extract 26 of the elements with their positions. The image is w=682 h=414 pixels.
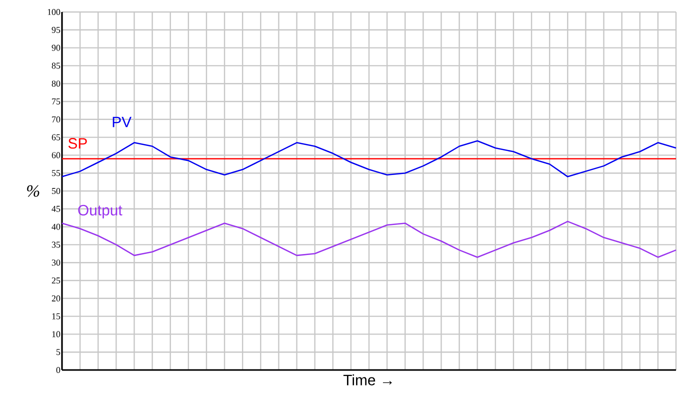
y-tick-label: 5 bbox=[56, 349, 60, 356]
ref-line-label: SP bbox=[68, 138, 87, 149]
y-tick-label: 65 bbox=[52, 134, 60, 140]
y-axis-title: % bbox=[27, 185, 40, 197]
y-tick-label: 80 bbox=[52, 80, 60, 87]
y-tick-label: 0 bbox=[56, 366, 60, 374]
y-tick-label: 45 bbox=[52, 206, 60, 212]
y-tick-label: 85 bbox=[52, 62, 60, 69]
y-tick-label: 95 bbox=[52, 26, 60, 33]
y-tick-label: 75 bbox=[52, 98, 60, 104]
series-label: PV bbox=[112, 116, 132, 128]
y-tick-label: 10 bbox=[52, 331, 60, 338]
y-tick-label: 25 bbox=[52, 277, 60, 284]
y-tick-label: 15 bbox=[52, 313, 60, 320]
y-tick-label: 20 bbox=[52, 295, 60, 302]
y-tick-label: 100 bbox=[48, 8, 60, 16]
y-tick-label: 55 bbox=[52, 170, 60, 176]
series-label: Output bbox=[78, 204, 122, 218]
y-tick-label: 35 bbox=[52, 242, 60, 248]
y-tick-label: 60 bbox=[52, 152, 60, 158]
y-tick-label: 70 bbox=[52, 116, 60, 122]
y-tick-label: 30 bbox=[52, 260, 60, 266]
y-tick-label: 40 bbox=[52, 224, 60, 230]
x-axis-title: Time → bbox=[343, 374, 392, 386]
y-tick-label: 90 bbox=[52, 44, 60, 51]
y-tick-label: 50 bbox=[52, 188, 60, 194]
